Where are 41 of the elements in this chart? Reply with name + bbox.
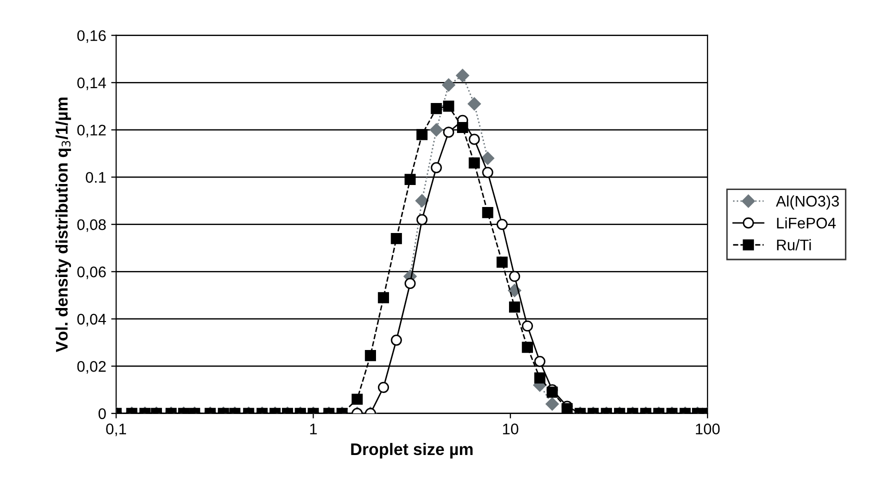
point bbox=[430, 103, 442, 114]
x-tick-label: 10 bbox=[503, 424, 518, 434]
y-tick-label: 0,12 bbox=[77, 124, 106, 138]
point bbox=[468, 97, 481, 110]
point bbox=[430, 162, 442, 174]
legend-label: Ru/Ti bbox=[777, 239, 811, 250]
legend-label: LiFePO4 bbox=[777, 217, 836, 228]
y-tick-label: 0 bbox=[98, 408, 106, 420]
point bbox=[496, 256, 508, 268]
point bbox=[404, 278, 416, 290]
point bbox=[457, 122, 468, 134]
x-tick-label: 0,1 bbox=[106, 424, 126, 436]
point bbox=[481, 152, 494, 165]
point bbox=[415, 194, 429, 208]
point bbox=[416, 214, 428, 226]
point bbox=[496, 218, 508, 230]
x-axis-title: Droplet size µm bbox=[351, 442, 473, 458]
y-tick-label: 0.1 bbox=[86, 172, 106, 183]
y-tick-label: 0,16 bbox=[77, 30, 106, 43]
point bbox=[404, 174, 416, 186]
point bbox=[443, 126, 454, 138]
x-tick-label: 100 bbox=[696, 424, 720, 434]
y-tick-label: 0,08 bbox=[77, 219, 106, 232]
y-tick-label: 0,04 bbox=[77, 314, 106, 326]
point bbox=[442, 78, 456, 92]
point bbox=[509, 270, 520, 282]
y-tick-label: 0,06 bbox=[77, 266, 106, 280]
point bbox=[482, 166, 494, 178]
x-tick-label: 1 bbox=[310, 424, 317, 434]
point bbox=[443, 100, 454, 112]
point bbox=[430, 123, 443, 136]
y-axis-title: Vol. density distribution q$_{3}$/1/µm bbox=[55, 98, 72, 352]
y-tick-label: 0,14 bbox=[77, 77, 106, 90]
point bbox=[468, 134, 480, 145]
point bbox=[390, 233, 402, 244]
point bbox=[482, 207, 494, 218]
point bbox=[456, 68, 470, 82]
y-tick-label: 0,02 bbox=[77, 361, 106, 374]
point bbox=[468, 157, 480, 169]
legend-label: Al(NO3)3 bbox=[776, 195, 839, 210]
point bbox=[416, 129, 428, 140]
